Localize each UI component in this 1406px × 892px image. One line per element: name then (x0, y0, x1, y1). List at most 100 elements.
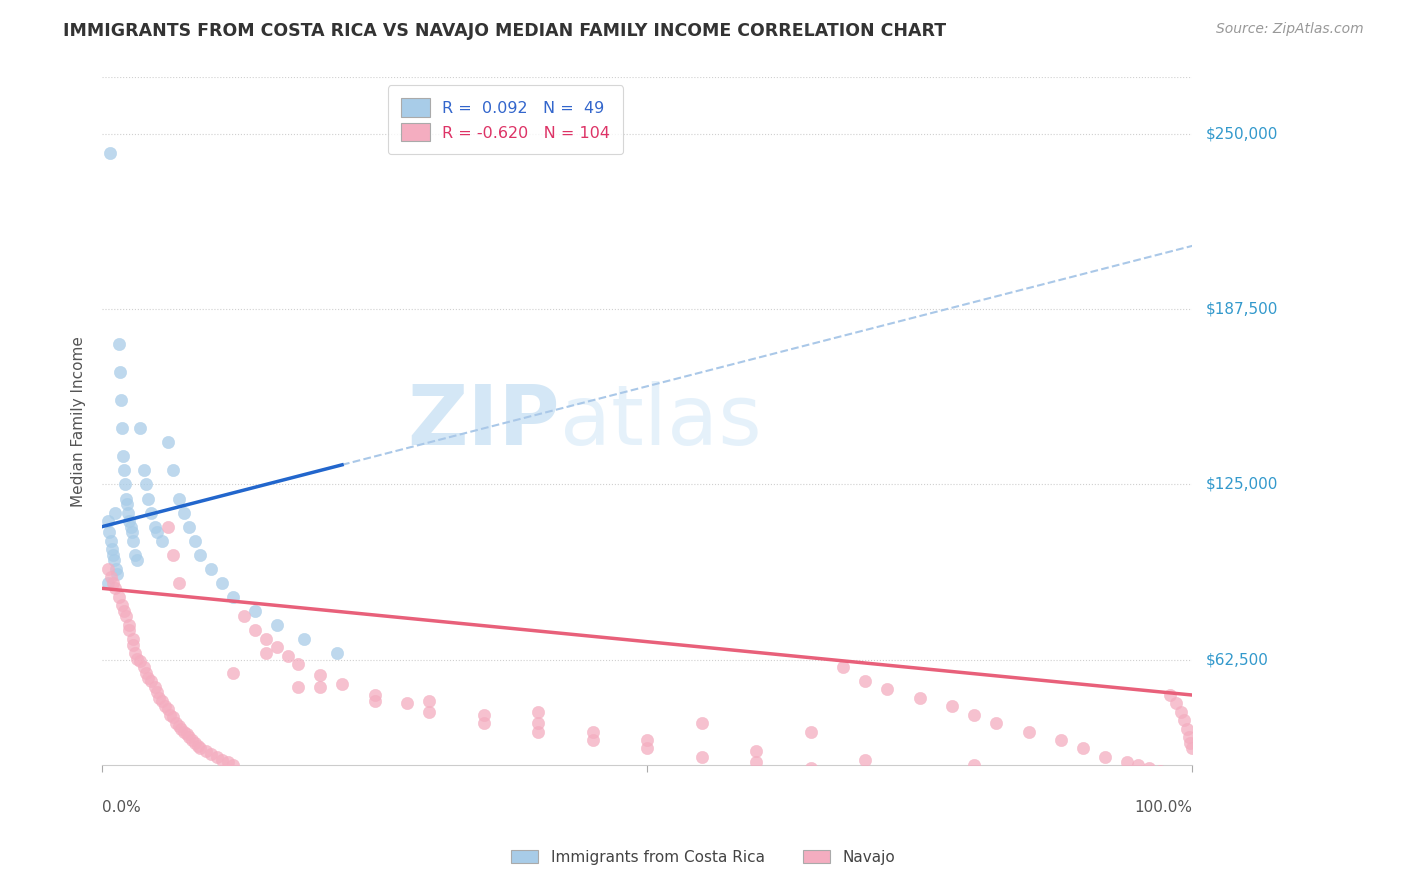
Point (132, 463, 155, 477)
Point (1173, 714, 1195, 728)
Text: atlas: atlas (560, 381, 762, 462)
Point (217, 756, 239, 770)
Point (187, 739, 209, 753)
Point (1154, 766, 1177, 780)
Point (129, 654, 152, 668)
Point (124, 548, 146, 562)
Point (243, 604, 266, 618)
Point (107, 590, 129, 604)
Point (254, 632, 277, 646)
Point (222, 665, 245, 680)
Point (1126, 758, 1149, 772)
Point (127, 553, 149, 567)
Point (200, 562, 222, 576)
Point (800, 724, 823, 739)
Point (527, 705, 550, 719)
Text: 100.0%: 100.0% (1135, 799, 1192, 814)
Point (145, 525, 167, 540)
Point (101, 575, 124, 590)
Point (100, 570, 122, 584)
Point (876, 682, 898, 697)
Point (963, 707, 986, 722)
Point (188, 548, 211, 562)
Point (472, 716, 495, 731)
Point (135, 477, 157, 491)
Point (120, 519, 142, 533)
Point (103, 553, 125, 567)
Point (97, 575, 120, 590)
Point (104, 506, 127, 520)
Point (963, 758, 986, 772)
Point (173, 506, 195, 520)
Point (162, 710, 184, 724)
Point (1018, 724, 1040, 739)
Point (176, 727, 198, 741)
Point (143, 519, 166, 533)
Point (266, 640, 288, 655)
Point (121, 525, 143, 540)
Point (1170, 705, 1192, 719)
Point (243, 624, 266, 638)
Point (266, 618, 288, 632)
Point (114, 477, 136, 491)
Point (984, 716, 1007, 731)
Point (165, 716, 187, 731)
Point (129, 421, 152, 435)
Point (124, 646, 146, 660)
Point (145, 685, 167, 699)
Point (112, 604, 135, 618)
Point (156, 435, 179, 450)
Point (150, 533, 173, 548)
Point (188, 741, 211, 756)
Point (582, 733, 605, 747)
Point (141, 673, 163, 688)
Point (97, 514, 120, 528)
Point (184, 736, 207, 750)
Point (636, 741, 658, 756)
Point (104, 582, 127, 596)
Point (800, 761, 823, 775)
Point (136, 671, 159, 685)
Point (1071, 741, 1094, 756)
Text: $125,000: $125,000 (1206, 477, 1278, 492)
Point (156, 519, 179, 533)
Text: $250,000: $250,000 (1206, 126, 1278, 141)
Point (690, 716, 713, 731)
Point (105, 562, 128, 576)
Point (121, 533, 143, 548)
Point (111, 598, 134, 612)
Point (1175, 722, 1198, 736)
Point (1164, 697, 1187, 711)
Text: 0.0%: 0.0% (103, 799, 141, 814)
Point (179, 519, 201, 533)
Point (170, 722, 193, 736)
Point (908, 690, 931, 705)
Point (1115, 756, 1137, 770)
Point (97, 525, 120, 540)
Point (118, 514, 141, 528)
Point (287, 657, 309, 672)
Point (1094, 749, 1116, 764)
Y-axis label: Median Family Income: Median Family Income (72, 336, 86, 507)
Point (150, 693, 173, 707)
Point (396, 697, 419, 711)
Point (205, 749, 228, 764)
Point (222, 758, 245, 772)
Text: $187,500: $187,500 (1206, 301, 1278, 317)
Point (1181, 741, 1204, 756)
Point (111, 450, 134, 464)
Point (853, 753, 876, 767)
Point (527, 716, 550, 731)
Point (141, 506, 163, 520)
Point (155, 699, 177, 714)
Point (222, 590, 245, 604)
Point (745, 756, 768, 770)
Point (132, 660, 155, 674)
Point (330, 677, 353, 691)
Point (287, 680, 309, 694)
Point (127, 651, 149, 665)
Point (107, 337, 129, 351)
Point (364, 693, 387, 707)
Point (1149, 764, 1171, 778)
Point (853, 673, 876, 688)
